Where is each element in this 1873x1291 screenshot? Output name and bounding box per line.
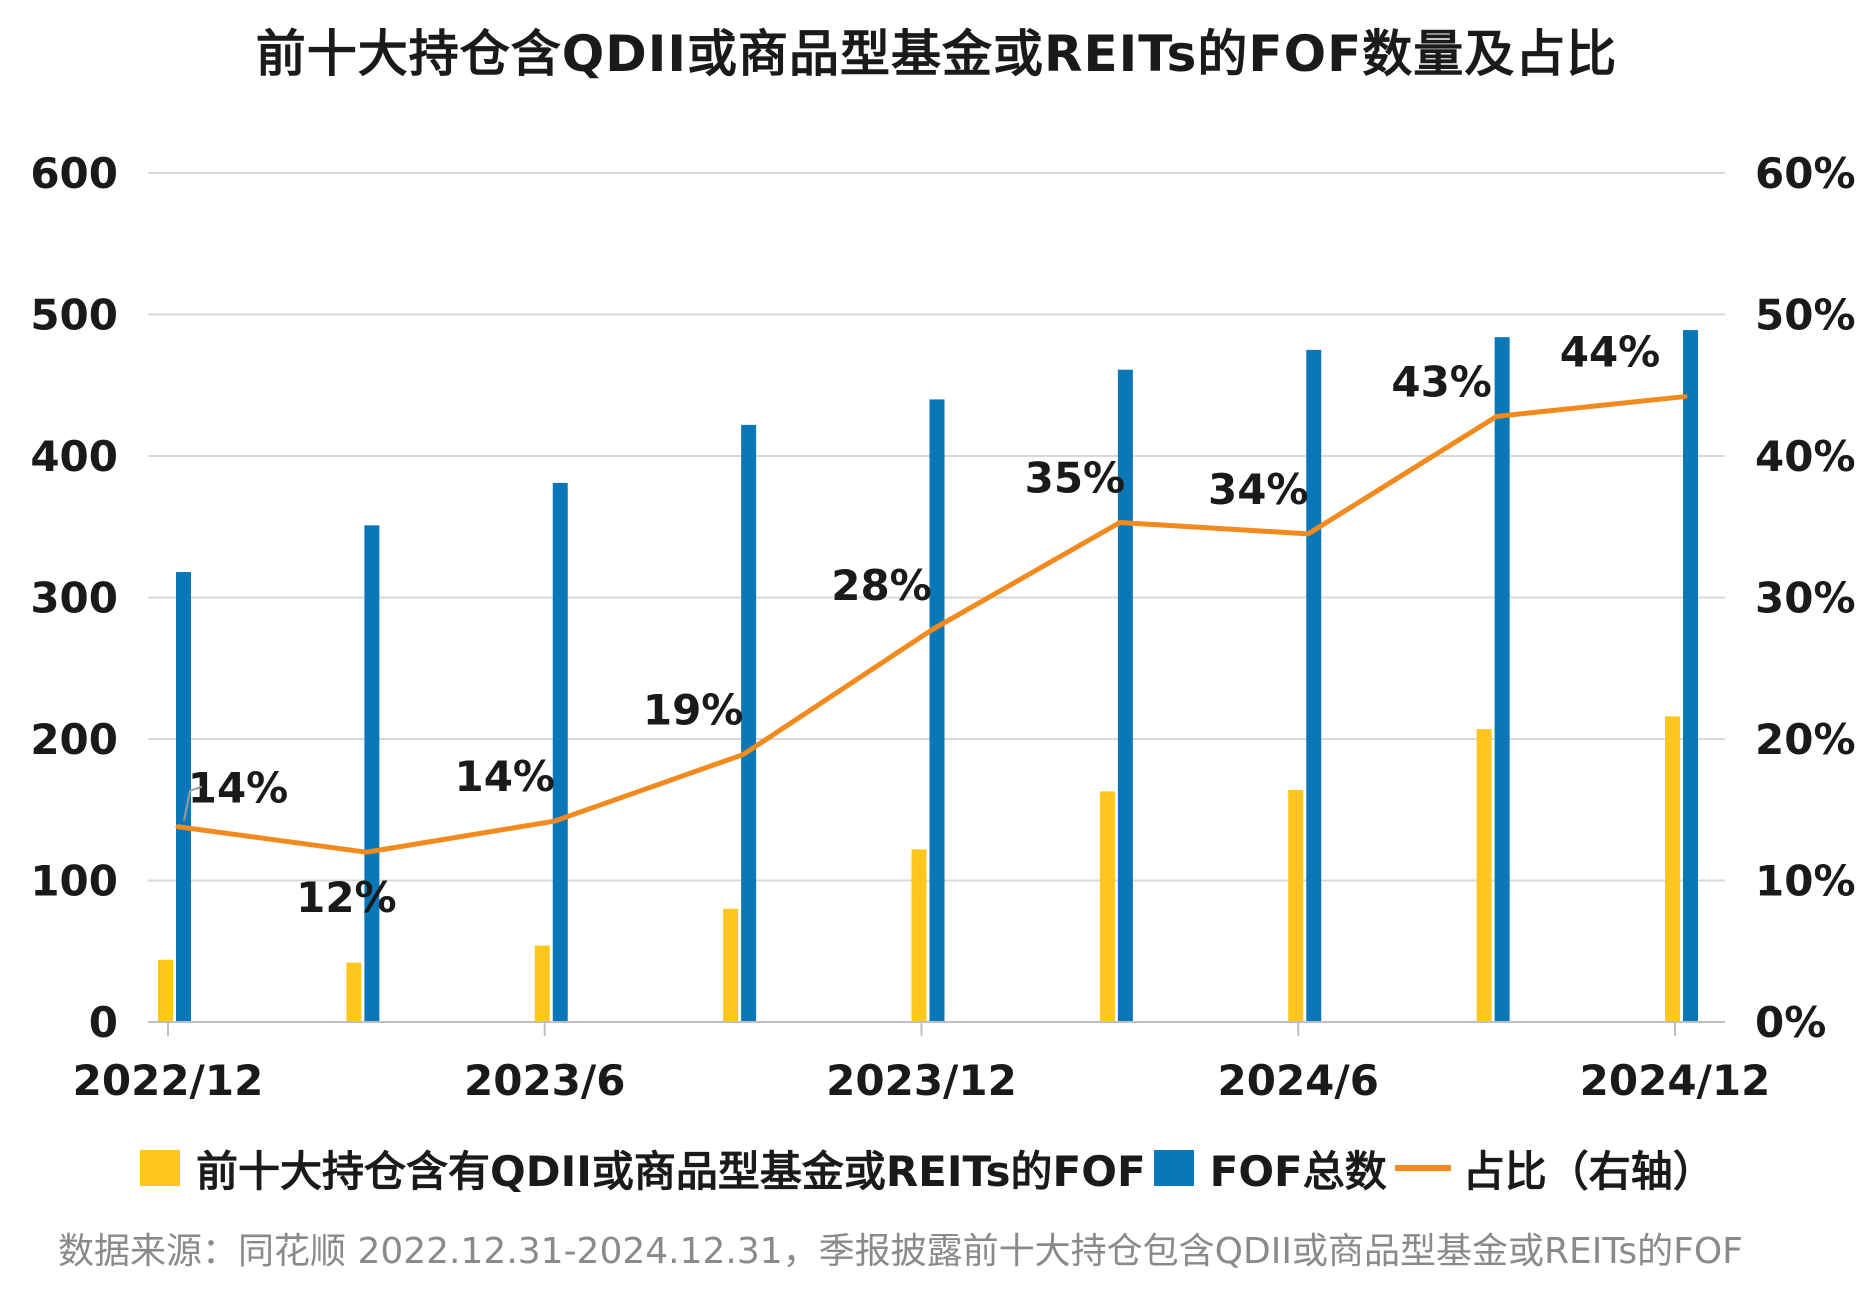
bar-qdii-fof <box>1288 789 1304 1022</box>
ratio-data-label: 43% <box>1391 357 1492 406</box>
y-right-tick-label: 60% <box>1755 149 1856 198</box>
y-left-tick-label: 400 <box>30 432 118 481</box>
legend-label-qdii-fof: 前十大持仓含有QDII或商品型基金或REITs的FOF <box>196 1146 1146 1196</box>
y-axis-right: 0% 10% 20% 30% 40% 50% 60% <box>1755 149 1856 1047</box>
x-tick-label: 2023/12 <box>826 1056 1017 1105</box>
y-left-tick-label: 500 <box>30 291 118 340</box>
bar-fof-total <box>1494 337 1510 1022</box>
legend-item-qdii-fof: 前十大持仓含有QDII或商品型基金或REITs的FOF <box>140 1138 1146 1199</box>
x-axis <box>148 1021 1725 1036</box>
bar-qdii-fof <box>1099 791 1115 1022</box>
bar-qdii-fof <box>1665 716 1680 1022</box>
bar-qdii-fof <box>723 908 739 1022</box>
y-right-tick-label: 20% <box>1755 715 1856 764</box>
legend: 前十大持仓含有QDII或商品型基金或REITs的FOF FOF总数 占比（右轴） <box>140 1140 1723 1196</box>
x-axis-ticks: 2022/12 2023/6 2023/12 2024/6 2024/12 <box>73 1056 1771 1105</box>
x-tick-label: 2023/6 <box>464 1056 625 1105</box>
x-tick-label: 2022/12 <box>73 1056 264 1105</box>
ratio-data-label: 14% <box>188 764 289 813</box>
y-right-tick-label: 0% <box>1755 998 1826 1047</box>
bar-qdii-fof <box>1476 729 1492 1022</box>
bar-fof-total <box>1683 330 1698 1022</box>
bar-fof-total <box>176 572 191 1022</box>
data-label-leader-line <box>183 785 203 821</box>
y-right-tick-label: 40% <box>1755 432 1856 481</box>
ratio-data-label: 34% <box>1208 465 1309 514</box>
bar-qdii-fof <box>911 849 927 1022</box>
ratio-data-label: 14% <box>454 752 555 801</box>
ratio-data-label: 28% <box>831 561 932 610</box>
y-right-tick-label: 30% <box>1755 574 1856 623</box>
bar-series <box>158 330 1698 1022</box>
ratio-data-label: 12% <box>296 873 397 922</box>
y-left-tick-label: 600 <box>30 149 118 198</box>
bar-fof-total <box>929 399 945 1022</box>
ratio-line-series <box>175 394 1688 855</box>
bar-fof-total <box>1306 349 1322 1022</box>
legend-item-ratio: 占比（右轴） <box>1394 1138 1715 1199</box>
bar-fof-total <box>552 482 568 1022</box>
bar-qdii-fof <box>534 945 550 1022</box>
source-note: 数据来源：同花顺 2022.12.31-2024.12.31，季报披露前十大持仓… <box>58 1231 1743 1272</box>
legend-item-fof-total: FOF总数 <box>1153 1138 1387 1199</box>
y-left-tick-label: 100 <box>30 857 118 906</box>
bar-qdii-fof <box>346 962 362 1022</box>
legend-swatch-ratio <box>1394 1165 1451 1171</box>
x-tick-label: 2024/6 <box>1218 1056 1379 1105</box>
ratio-data-label: 35% <box>1025 454 1126 503</box>
chart-title: 前十大持仓含QDII或商品型基金或REITs的FOF数量及占比 <box>255 25 1618 83</box>
y-left-tick-label: 300 <box>30 574 118 623</box>
y-axis-left: 0 100 200 300 400 500 600 <box>30 149 118 1047</box>
bar-fof-total <box>364 525 380 1022</box>
y-left-tick-label: 0 <box>89 998 118 1047</box>
y-left-tick-label: 200 <box>30 715 118 764</box>
bar-fof-total <box>1117 369 1133 1022</box>
y-right-tick-label: 50% <box>1755 291 1856 340</box>
ratio-data-label: 44% <box>1560 328 1661 377</box>
x-tick-label: 2024/12 <box>1580 1056 1771 1105</box>
bar-fof-total <box>741 424 757 1022</box>
legend-swatch-fof-total <box>1153 1150 1194 1186</box>
legend-swatch-qdii-fof <box>140 1150 180 1186</box>
legend-label-ratio: 占比（右轴） <box>1462 1146 1715 1196</box>
bar-qdii-fof <box>158 959 173 1022</box>
data-labels: 14% 12% 14% 19% 28% 35% 34% 43% 44% <box>183 328 1661 922</box>
ratio-line <box>175 394 1688 855</box>
legend-label-fof-total: FOF总数 <box>1209 1146 1387 1196</box>
ratio-data-label: 19% <box>643 686 744 735</box>
y-right-tick-label: 10% <box>1755 857 1856 906</box>
